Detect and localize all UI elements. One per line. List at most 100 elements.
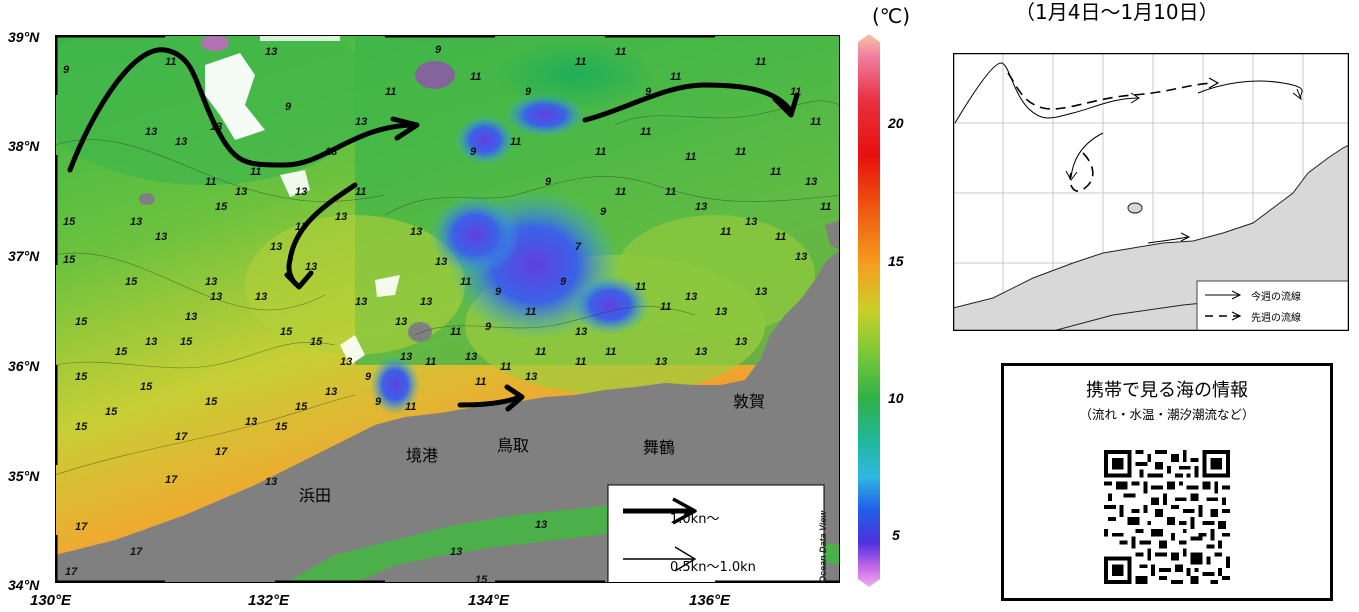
lon-label-136: 136°E (689, 592, 731, 609)
svg-text:11: 11 (355, 186, 366, 198)
this-week-streamline (1147, 236, 1189, 244)
svg-text:9: 9 (485, 321, 492, 333)
svg-text:11: 11 (525, 306, 536, 318)
svg-text:15: 15 (180, 336, 193, 348)
qr-code-icon[interactable] (1103, 450, 1231, 584)
svg-text:15: 15 (295, 401, 308, 413)
svg-text:11: 11 (640, 126, 651, 138)
lon-label-132: 132°E (248, 592, 290, 609)
svg-text:11: 11 (770, 166, 781, 178)
svg-text:17: 17 (130, 546, 143, 558)
oki-island (408, 322, 432, 342)
svg-text:13: 13 (355, 116, 367, 128)
qr-subtitle: （流れ・水温・潮汐潮流など） (1079, 407, 1255, 422)
svg-text:11: 11 (605, 346, 616, 358)
last-week-streamline (1007, 72, 1214, 110)
svg-text:11: 11 (470, 71, 481, 83)
svg-text:11: 11 (450, 326, 461, 338)
svg-text:15: 15 (75, 421, 88, 433)
svg-text:11: 11 (755, 56, 766, 68)
current-legend (607, 484, 825, 584)
svg-text:13: 13 (745, 216, 757, 228)
svg-text:11: 11 (500, 361, 511, 373)
svg-text:15: 15 (310, 336, 323, 348)
svg-text:13: 13 (685, 291, 697, 303)
svg-text:13: 13 (130, 216, 142, 228)
svg-text:9: 9 (365, 371, 372, 383)
svg-text:13: 13 (395, 316, 407, 328)
svg-text:9: 9 (560, 276, 567, 288)
svg-text:17: 17 (165, 474, 178, 486)
svg-text:17: 17 (75, 521, 88, 533)
svg-text:13: 13 (535, 519, 547, 531)
svg-text:11: 11 (810, 116, 821, 128)
period-label: （1月4日～1月10日） (1015, 0, 1219, 24)
svg-text:15: 15 (280, 326, 293, 338)
inset-graphic (952, 52, 1350, 332)
svg-text:15: 15 (115, 346, 128, 358)
svg-text:9: 9 (525, 86, 532, 98)
place-sakaiminato: 境港 (406, 446, 439, 465)
svg-text:13: 13 (145, 336, 157, 348)
svg-text:17: 17 (175, 431, 188, 443)
colorbar-unit: (℃) (872, 4, 911, 28)
svg-text:11: 11 (775, 231, 786, 243)
streamline-inset-map[interactable]: 今週の流線 先週の流線 (952, 52, 1350, 332)
svg-text:11: 11 (425, 356, 436, 368)
svg-text:11: 11 (385, 86, 396, 98)
svg-text:11: 11 (460, 276, 471, 288)
svg-text:15: 15 (215, 201, 228, 213)
svg-text:13: 13 (265, 46, 277, 58)
svg-text:13: 13 (575, 326, 587, 338)
svg-text:17: 17 (215, 446, 228, 458)
lat-label-38: 38°N (8, 138, 40, 154)
svg-text:13: 13 (340, 356, 352, 368)
lon-label-134: 134°E (468, 592, 510, 609)
lon-label-130: 130°E (30, 592, 72, 609)
place-hamada: 浜田 (299, 486, 332, 505)
svg-text:13: 13 (525, 371, 537, 383)
this-week-streamline (1197, 80, 1303, 99)
svg-text:13: 13 (435, 256, 447, 268)
svg-text:13: 13 (155, 231, 167, 243)
svg-text:11: 11 (165, 56, 176, 68)
svg-text:13: 13 (355, 296, 367, 308)
svg-text:15: 15 (105, 406, 118, 418)
mobile-info-panel[interactable]: 携帯で見る海の情報 （流れ・水温・潮汐潮流など） (1001, 363, 1333, 601)
svg-text:13: 13 (235, 186, 247, 198)
sea-surface-temperature-map[interactable]: 9 11 13 9 11 9 11 11 9 11 11 11 11 13 13 13 9 13 13 … (35, 5, 841, 586)
svg-text:9: 9 (495, 286, 502, 298)
svg-text:11: 11 (790, 86, 801, 98)
last-week-streamline (1069, 152, 1094, 192)
svg-text:11: 11 (595, 146, 606, 158)
svg-text:13: 13 (205, 276, 217, 288)
svg-text:9: 9 (545, 176, 552, 188)
svg-text:11: 11 (820, 201, 831, 213)
svg-text:11: 11 (510, 136, 521, 148)
svg-text:13: 13 (175, 136, 187, 148)
svg-text:11: 11 (205, 176, 216, 188)
svg-text:9: 9 (645, 86, 652, 98)
svg-text:13: 13 (450, 546, 462, 558)
svg-text:11: 11 (670, 71, 681, 83)
svg-text:11: 11 (535, 346, 546, 358)
qr-code-graphic (1103, 450, 1231, 584)
svg-text:13: 13 (715, 306, 727, 318)
svg-text:17: 17 (65, 566, 78, 578)
svg-text:11: 11 (735, 146, 746, 158)
lat-label-36: 36°N (8, 358, 40, 374)
svg-text:11: 11 (660, 301, 671, 313)
svg-text:13: 13 (185, 311, 197, 323)
svg-text:9: 9 (470, 146, 477, 158)
svg-text:13: 13 (755, 286, 767, 298)
svg-text:11: 11 (635, 281, 646, 293)
colorbar-tick-10: 10 (888, 390, 904, 406)
svg-text:13: 13 (255, 291, 267, 303)
svg-text:11: 11 (250, 166, 261, 178)
svg-text:9: 9 (600, 206, 607, 218)
ocean-data-view-watermark: Ocean Data View (818, 510, 828, 583)
colorbar-graphic (858, 34, 880, 587)
lat-label-39: 39°N (8, 29, 40, 45)
svg-text:15: 15 (475, 574, 488, 583)
svg-text:13: 13 (145, 126, 157, 138)
